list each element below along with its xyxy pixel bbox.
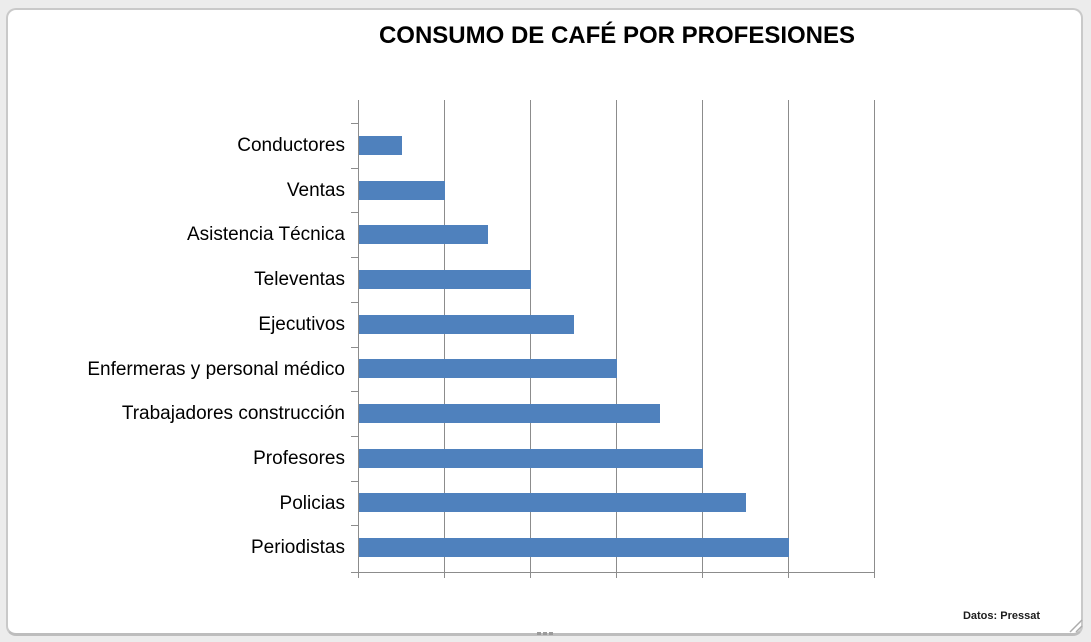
category-axis-tick xyxy=(351,525,359,526)
category-label: Periodistas xyxy=(251,537,345,558)
bar[interactable] xyxy=(359,538,789,557)
value-axis-tick xyxy=(616,572,617,578)
major-gridline xyxy=(616,100,617,572)
value-axis-tick xyxy=(788,572,789,578)
bar[interactable] xyxy=(359,181,445,200)
category-axis-tick xyxy=(351,347,359,348)
category-axis-tick xyxy=(351,257,359,258)
category-axis-tick xyxy=(351,302,359,303)
bar[interactable] xyxy=(359,493,746,512)
major-gridline xyxy=(874,100,875,572)
category-label: Ejecutivos xyxy=(258,314,345,335)
major-gridline xyxy=(702,100,703,572)
category-label: Asistencia Técnica xyxy=(186,224,345,245)
category-axis-line xyxy=(358,100,359,573)
bar[interactable] xyxy=(359,270,531,289)
category-axis-tick xyxy=(351,481,359,482)
bar[interactable] xyxy=(359,225,488,244)
category-label: Televentas xyxy=(254,269,345,290)
bar[interactable] xyxy=(359,449,703,468)
source-note: Datos: Pressat xyxy=(962,610,1040,622)
category-axis-tick xyxy=(351,123,359,124)
drag-dot xyxy=(537,632,541,635)
bar[interactable] xyxy=(359,136,402,155)
major-gridline xyxy=(444,100,445,572)
category-label: Trabajadores construcción xyxy=(121,403,345,424)
category-label: Conductores xyxy=(237,135,345,156)
category-label: Policias xyxy=(279,493,345,514)
value-axis-tick xyxy=(358,572,359,578)
bar[interactable] xyxy=(359,404,660,423)
category-axis-tick xyxy=(351,436,359,437)
major-gridline xyxy=(788,100,789,572)
category-axis-tick xyxy=(351,391,359,392)
category-label: Enfermeras y personal médico xyxy=(87,359,345,380)
value-axis-tick xyxy=(444,572,445,578)
bar[interactable] xyxy=(359,315,574,334)
resize-handle-icon[interactable] xyxy=(1066,616,1084,634)
major-gridline xyxy=(530,100,531,572)
value-axis-tick xyxy=(874,572,875,578)
value-axis-tick xyxy=(530,572,531,578)
category-axis-tick xyxy=(351,168,359,169)
drag-dot xyxy=(549,632,553,635)
category-label: Ventas xyxy=(286,180,345,201)
category-label: Profesores xyxy=(253,448,345,469)
chart-title: CONSUMO DE CAFÉ POR PROFESIONES xyxy=(378,22,856,49)
category-axis-tick xyxy=(351,212,359,213)
bar[interactable] xyxy=(359,359,617,378)
value-axis-tick xyxy=(702,572,703,578)
value-axis-line xyxy=(351,572,875,573)
drag-dot xyxy=(543,632,547,635)
drag-dots-icon[interactable] xyxy=(537,632,553,635)
